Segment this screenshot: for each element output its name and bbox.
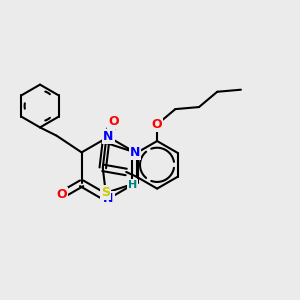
Text: N: N bbox=[130, 146, 140, 159]
Text: N: N bbox=[103, 192, 114, 205]
Text: H: H bbox=[128, 180, 137, 190]
Text: S: S bbox=[101, 186, 110, 199]
Text: O: O bbox=[108, 115, 119, 128]
Text: O: O bbox=[57, 188, 68, 201]
Text: N: N bbox=[103, 130, 114, 143]
Text: O: O bbox=[152, 118, 162, 131]
